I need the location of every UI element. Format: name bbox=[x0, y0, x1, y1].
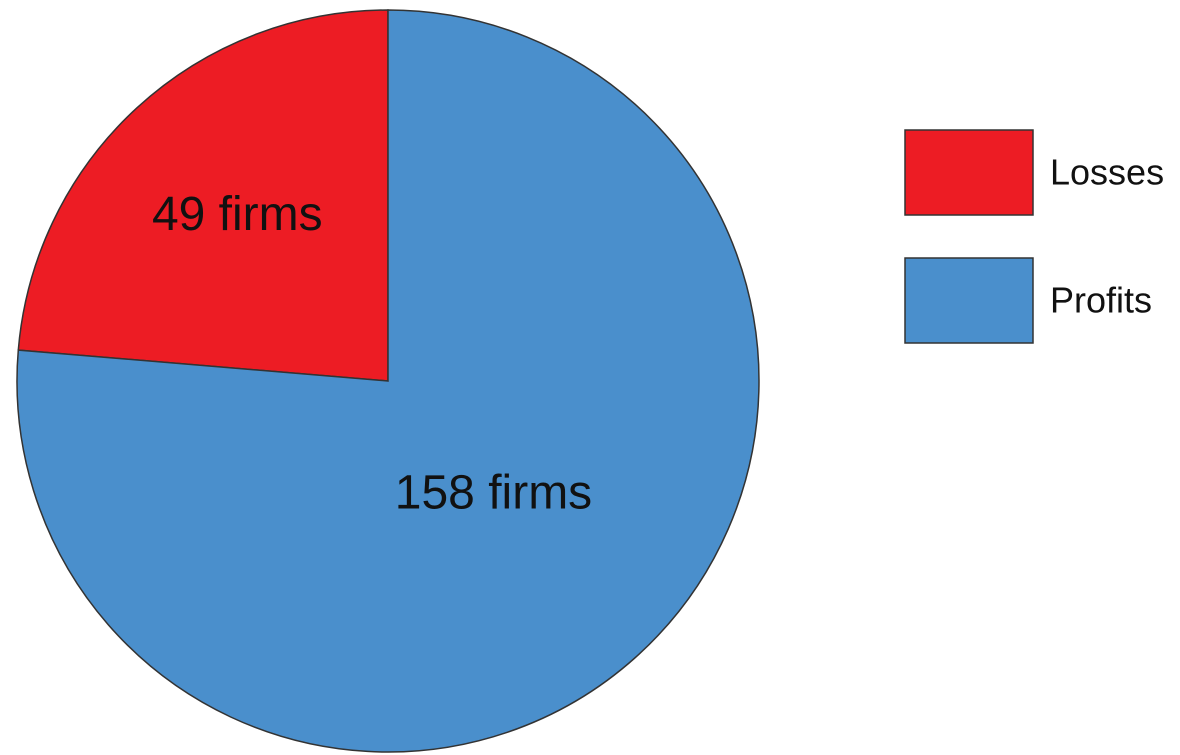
legend-swatch bbox=[904, 257, 1034, 344]
legend-label: Losses bbox=[1050, 152, 1164, 193]
pie-slice bbox=[17, 9, 389, 382]
legend-label: Profits bbox=[1050, 280, 1152, 321]
slice-label: 158 firms bbox=[395, 466, 592, 519]
legend-swatch bbox=[904, 129, 1034, 216]
pie-slice bbox=[16, 9, 760, 753]
slice-label: 49 firms bbox=[152, 188, 323, 241]
